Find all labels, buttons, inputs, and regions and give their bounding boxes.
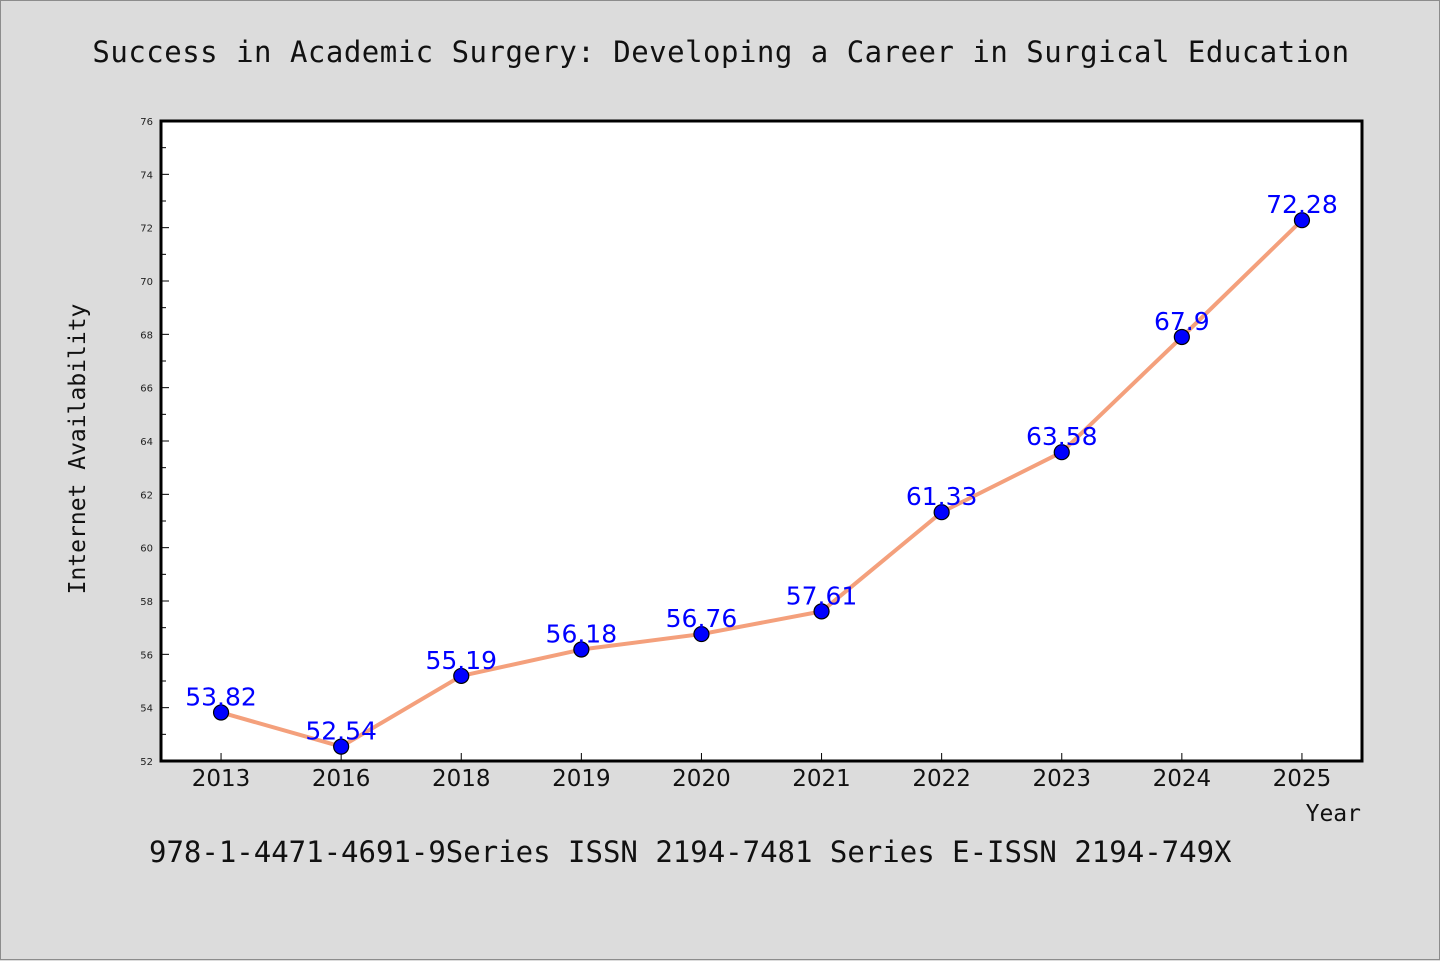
y-tick-label: 72	[140, 224, 153, 235]
data-point	[333, 738, 350, 755]
data-label: 72.28	[1266, 190, 1338, 219]
data-label: 55.19	[425, 646, 497, 675]
data-point	[453, 667, 470, 685]
data-point	[933, 504, 950, 521]
y-tick-label: 56	[140, 650, 153, 661]
data-point	[693, 625, 710, 643]
data-label: 53.82	[185, 682, 257, 711]
data-point	[573, 641, 590, 658]
data-point	[212, 704, 230, 721]
data-label: 61.33	[906, 482, 978, 511]
chart-title: Success in Academic Surgery: Developing …	[92, 35, 1350, 69]
x-tick-label: 2022	[912, 766, 971, 792]
data-point	[813, 603, 830, 620]
series-line	[219, 218, 1304, 749]
x-tick-label: 2020	[672, 766, 731, 792]
x-tick-label: 2016	[312, 766, 371, 792]
data-label: 67.9	[1154, 307, 1210, 336]
y-tick-label: 54	[140, 704, 153, 715]
x-tick-label: 2025	[1273, 766, 1332, 792]
data-label: 63.58	[1026, 422, 1098, 451]
data-label: 56.76	[666, 604, 738, 633]
y-tick-label: 76	[140, 117, 153, 128]
data-label: 56.18	[546, 620, 618, 649]
y-tick-label: 60	[140, 544, 153, 555]
data-point	[1293, 212, 1311, 229]
x-tick-label: 2021	[792, 766, 851, 792]
y-tick-label: 52	[140, 757, 153, 768]
x-tick-label: 2023	[1032, 766, 1091, 792]
y-axis-title: Internet Availability	[65, 304, 91, 595]
y-tick-label: 74	[140, 170, 153, 181]
x-axis-title: Year	[1306, 801, 1361, 827]
x-tick-label: 2019	[552, 766, 611, 792]
y-tick-label: 64	[140, 437, 153, 448]
y-tick-label: 58	[140, 597, 153, 608]
y-tick-label: 68	[140, 330, 153, 341]
x-tick-label: 2024	[1153, 766, 1212, 792]
x-tick-label: 2018	[432, 766, 491, 792]
y-tick-label: 62	[140, 490, 153, 501]
x-tick-label: 2013	[192, 766, 251, 792]
data-point	[1053, 444, 1070, 461]
footer-isbn-issn: 978-1-4471-4691-9Series ISSN 2194-7481 S…	[149, 835, 1232, 869]
y-tick-label: 66	[140, 384, 153, 395]
plot-area	[159, 119, 1364, 763]
data-label: 57.61	[786, 581, 858, 610]
data-point	[1173, 328, 1190, 346]
data-label: 52.54	[305, 717, 377, 746]
y-tick-label: 70	[140, 277, 153, 288]
